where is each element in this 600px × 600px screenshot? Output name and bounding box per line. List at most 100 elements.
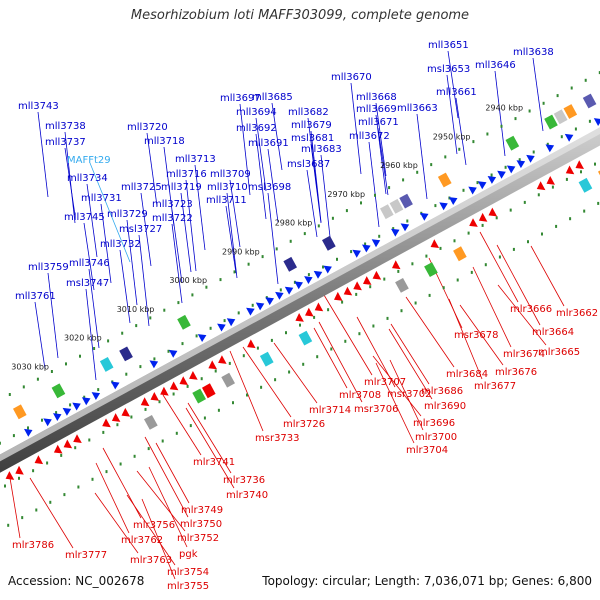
tick-dot-rail-0 — [345, 209, 348, 213]
tick-dot-rail-1 — [434, 204, 437, 208]
gene-label-plus: mll3663 — [397, 103, 438, 114]
leader-line-plus — [310, 143, 322, 224]
tick-dot-rail-1 — [504, 165, 507, 169]
gene-label-plus: mll3738 — [45, 121, 86, 132]
tick-dot-rail-3 — [302, 362, 305, 366]
tick-dot-rail-2 — [74, 446, 77, 450]
tick-dot-rail-2 — [594, 162, 596, 166]
accession-info: Accession: NC_002678 — [8, 574, 144, 588]
tick-dot-rail-3 — [49, 500, 52, 504]
leader-line-plus — [271, 102, 283, 171]
tick-dot-rail-2 — [565, 177, 568, 181]
leader-lines — [9, 50, 565, 580]
gene-label-plus: mll3737 — [45, 137, 86, 148]
plus-gene-arrow — [110, 381, 120, 390]
gene-label-plus: mll3682 — [288, 107, 329, 118]
tick-dot-rail-0 — [79, 354, 81, 358]
plus-gene-arrow — [91, 392, 101, 400]
plus-gene-arrow — [255, 302, 265, 311]
tick-dot-rail-2 — [144, 407, 147, 411]
tick-dot-rail-1 — [378, 234, 381, 238]
tick-dot-rail-2 — [495, 216, 498, 220]
tick-dot-rail-3 — [583, 209, 586, 213]
leader-line-plus — [194, 164, 206, 251]
scale-label: 3030 kbp — [11, 362, 49, 371]
tick-dot-rail-2 — [60, 453, 63, 457]
plus-gene-arrow — [275, 291, 284, 300]
gene-label-minus: mlr3696 — [413, 418, 455, 429]
gene-label-minus: msr3733 — [255, 433, 300, 444]
gene-label-minus: mlr3662 — [556, 308, 598, 319]
feature-box-lower — [144, 415, 158, 430]
feature-box-upper — [51, 383, 66, 399]
tick-dot-rail-3 — [189, 424, 192, 428]
leader-line-plus — [88, 268, 100, 349]
leader-line-minus — [94, 492, 139, 554]
tick-dot-rail-3 — [105, 470, 108, 474]
tick-dot-rail-2 — [411, 262, 414, 266]
tick-dot-rail-1 — [322, 265, 324, 269]
tick-dot-rail-3 — [217, 408, 220, 412]
leader-line-minus — [273, 342, 318, 404]
feature-box-upper — [582, 93, 597, 109]
gene-label-minus: mlr3755 — [167, 581, 209, 592]
tick-dot-rail-3 — [358, 332, 361, 336]
tick-dot-rail-3 — [203, 416, 206, 420]
minus-gene-arrow — [102, 418, 111, 428]
leader-line-plus — [368, 141, 380, 228]
gene-label-minus: mlr3686 — [421, 386, 463, 397]
tick-dot-rail-2 — [256, 346, 259, 350]
gene-label-plus: mll3725 — [121, 182, 162, 193]
tick-dot-rail-0 — [22, 385, 25, 389]
leader-line-plus — [146, 132, 158, 207]
tick-dot-rail-0 — [289, 239, 292, 243]
tick-dot-rail-3 — [175, 431, 178, 435]
tick-dot-rail-0 — [598, 71, 600, 75]
feature-box-upper — [177, 314, 191, 330]
plus-gene-arrow — [72, 402, 81, 411]
gene-label-minus: mlr3707 — [364, 377, 406, 388]
minus-gene-arrow — [63, 439, 73, 449]
gene-label-minus: mlr3704 — [406, 445, 448, 456]
gene-label-plus: mll3661 — [436, 87, 477, 98]
tick-dot-rail-1 — [406, 219, 409, 223]
minus-gene-arrow — [305, 307, 314, 317]
leader-line-plus — [377, 127, 389, 196]
leader-line-plus — [267, 148, 279, 223]
feature-box-upper — [544, 114, 558, 130]
minus-gene-arrow — [430, 239, 440, 248]
tick-dot-rail-0 — [374, 193, 376, 197]
gene-label-minus: mlr3708 — [339, 390, 381, 401]
tick-dot-rail-1 — [209, 326, 212, 330]
tick-dot-rail-1 — [12, 434, 15, 438]
tick-dot-rail-1 — [279, 288, 282, 292]
tick-dot-rail-3 — [330, 347, 333, 351]
gene-label-plus: mll3697 — [220, 93, 261, 104]
tick-dot-rail-1 — [350, 250, 353, 254]
leader-line-plus — [34, 301, 46, 370]
gene-label-rna: MAFFt29 — [67, 155, 111, 166]
scale-label: 3020 kbp — [64, 334, 102, 343]
gene-label-minus: mlr3754 — [167, 567, 209, 578]
leader-line-minus — [144, 436, 189, 518]
plus-gene-arrow — [304, 276, 313, 284]
tick-dot-rail-1 — [364, 242, 367, 246]
plus-gene-arrow — [323, 265, 332, 274]
gene-label-plus: mll3713 — [175, 154, 216, 165]
feature-box-upper — [553, 109, 568, 125]
gene-label-plus: msl3681 — [291, 133, 334, 144]
leader-line-plus — [255, 133, 267, 220]
tick-dot-rail-2 — [242, 354, 245, 358]
minus-gene-arrow — [73, 434, 82, 443]
leader-line-minus — [372, 355, 422, 417]
feature-box-upper — [389, 198, 404, 214]
scale-label: 3000 kbp — [169, 276, 207, 285]
tick-dot-rail-2 — [228, 361, 231, 365]
tick-dot-rail-2 — [369, 285, 372, 289]
gene-label-plus: mll3745 — [64, 212, 105, 223]
leader-line-plus — [64, 131, 76, 224]
leader-line-minus — [148, 466, 188, 548]
length-label: Length: — [374, 574, 421, 588]
plus-gene-arrow — [497, 170, 506, 179]
gene-label-plus: mll3731 — [81, 193, 122, 204]
